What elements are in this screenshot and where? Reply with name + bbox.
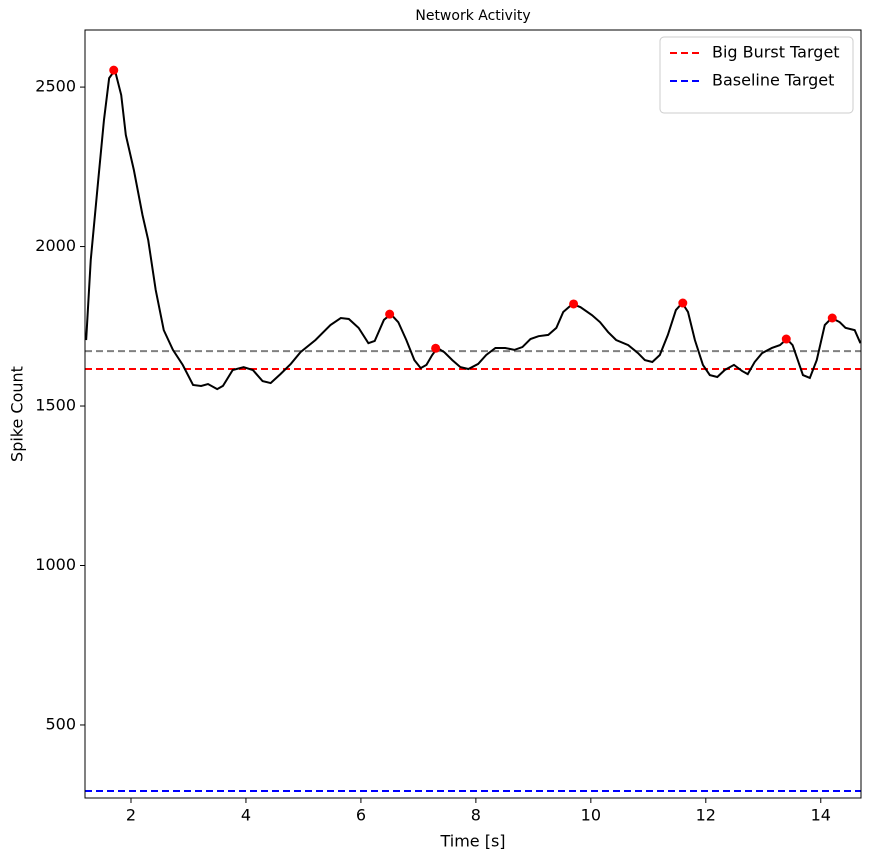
- y-tick-label: 1500: [35, 396, 76, 415]
- chart-title: Network Activity: [415, 8, 530, 24]
- data-line: [85, 67, 861, 391]
- x-tick-label: 10: [581, 806, 601, 825]
- legend-box: [659, 36, 854, 114]
- y-tick-label: 2000: [35, 236, 76, 255]
- x-tick-label: 2: [126, 806, 136, 825]
- peak-marker: [431, 343, 441, 353]
- x-tick-label: 12: [696, 806, 716, 825]
- peak-marker: [678, 298, 688, 308]
- plot-area: [85, 65, 861, 792]
- x-tick-label: 14: [811, 806, 831, 825]
- x-axis-label: Time [s]: [439, 832, 505, 851]
- y-tick-label: 1000: [35, 555, 76, 574]
- peak-marker: [109, 65, 119, 75]
- y-tick-label: 500: [45, 714, 76, 733]
- peak-marker: [827, 313, 837, 323]
- x-tick-label: 6: [356, 806, 366, 825]
- peak-marker: [569, 299, 579, 309]
- x-tick-label: 4: [241, 806, 251, 825]
- y-tick-label: 2500: [35, 77, 76, 96]
- x-tick-label: 8: [471, 806, 481, 825]
- axes-frame: [84, 29, 862, 799]
- legend-label: Baseline Target: [712, 71, 834, 90]
- peak-marker: [385, 309, 395, 319]
- y-axis-label: Spike Count: [8, 366, 27, 462]
- peak-marker: [781, 334, 791, 344]
- legend-label: Big Burst Target: [712, 43, 840, 62]
